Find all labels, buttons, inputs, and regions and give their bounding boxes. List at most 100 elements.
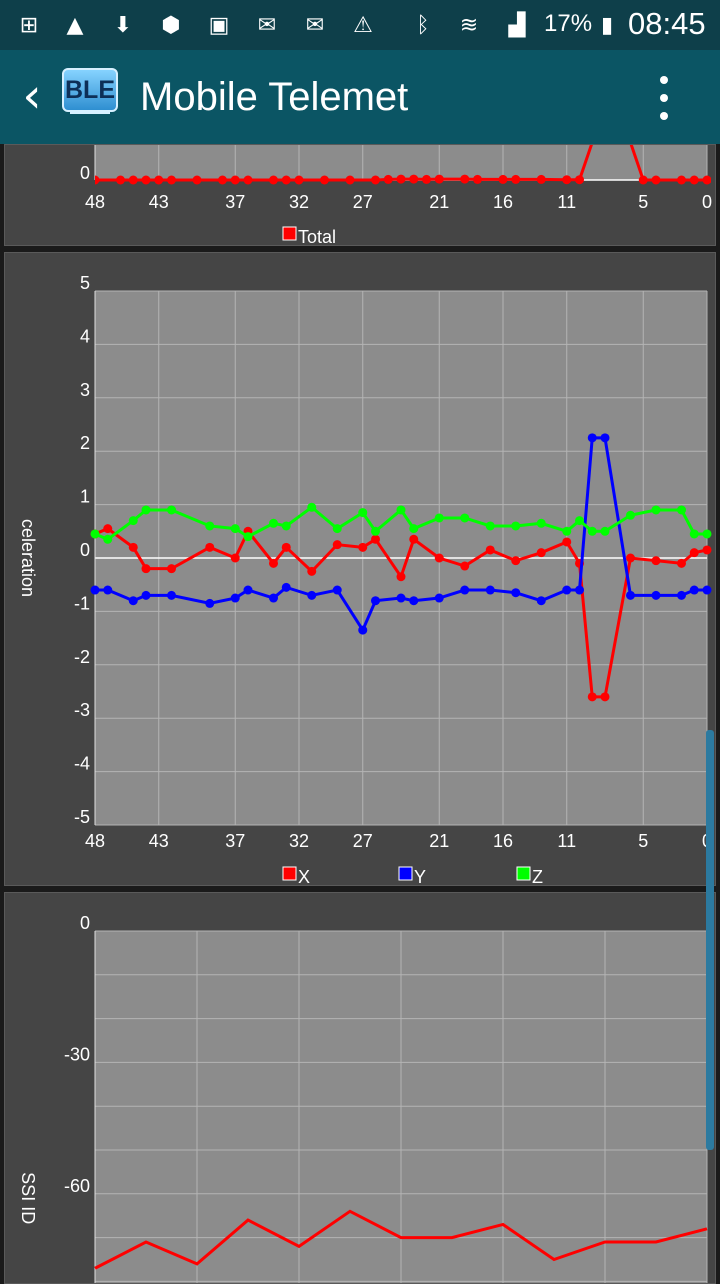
z-point xyxy=(396,505,406,515)
x-tick-label: 5 xyxy=(638,831,648,851)
total-point xyxy=(243,175,253,185)
total-point xyxy=(192,175,202,185)
total-point xyxy=(396,174,406,184)
x-tick-label: 16 xyxy=(493,192,513,212)
y-tick-label: -5 xyxy=(74,807,90,827)
z-point xyxy=(460,513,470,523)
x-tick-label: 16 xyxy=(493,831,513,851)
overflow-menu-button[interactable] xyxy=(642,68,686,128)
x-point xyxy=(434,553,444,563)
z-series-line xyxy=(94,505,707,542)
warning-icon: ⚠ xyxy=(353,12,373,38)
battery-percent: 17% xyxy=(544,10,593,37)
total-point xyxy=(218,175,227,185)
x-tick-label: 48 xyxy=(85,831,105,851)
total-point xyxy=(422,174,431,184)
z-point xyxy=(281,521,291,531)
z-point xyxy=(269,518,278,528)
y-point xyxy=(103,585,113,595)
z-point xyxy=(587,526,597,536)
z-point xyxy=(332,524,342,534)
y-point xyxy=(702,585,712,595)
total-point xyxy=(320,175,329,185)
mail-open-icon: ✉ xyxy=(305,12,325,38)
x-tick-label: 32 xyxy=(289,192,309,212)
y-tick-label: -30 xyxy=(64,1044,90,1064)
y-point xyxy=(600,433,610,443)
x-point xyxy=(230,553,240,563)
y-tick-label: -1 xyxy=(74,593,90,613)
y-point xyxy=(141,590,151,600)
x-tick-label: 11 xyxy=(557,192,576,212)
x-point xyxy=(536,548,546,558)
z-point xyxy=(167,505,176,515)
x-point xyxy=(307,566,317,576)
legend-swatch-total xyxy=(282,226,297,241)
scrollbar[interactable] xyxy=(706,730,714,1150)
acceleration-chart-panel: 543210-1-2-3-4-5484337322721161150celera… xyxy=(4,252,716,886)
acceleration-chart: 543210-1-2-3-4-5484337322721161150celera… xyxy=(18,273,712,886)
y-point xyxy=(307,590,317,600)
y-point xyxy=(358,625,368,635)
total-point xyxy=(511,174,521,184)
y-point xyxy=(205,598,215,608)
z-point xyxy=(128,516,138,526)
rssi-series-line xyxy=(94,1209,708,1270)
x-point xyxy=(600,692,610,702)
y-series-line xyxy=(95,436,707,634)
status-time: 08:45 xyxy=(628,6,706,41)
back-button[interactable]: ‹ xyxy=(22,68,42,124)
y-point xyxy=(243,585,253,595)
x-point xyxy=(269,558,278,568)
total-point xyxy=(562,175,572,185)
legend-label-z: Z xyxy=(532,867,543,886)
total-point xyxy=(689,175,699,185)
legend-swatch-x xyxy=(282,866,297,881)
total-point xyxy=(575,175,584,185)
x-point xyxy=(485,545,495,555)
y-point xyxy=(409,596,419,606)
total-point xyxy=(460,174,470,184)
y-point xyxy=(689,585,699,595)
total-point xyxy=(383,174,393,184)
total-point xyxy=(638,175,648,185)
y-point xyxy=(587,433,597,443)
x-point xyxy=(128,542,138,552)
x-tick-label: 5 xyxy=(638,192,648,212)
x-tick-label: 43 xyxy=(149,831,169,851)
z-point xyxy=(626,510,635,520)
total-point xyxy=(167,175,176,185)
z-point xyxy=(677,505,686,515)
y-tick-label: 0 xyxy=(80,540,90,560)
y-point xyxy=(677,590,686,600)
adblock-plus-icon: ⬢ xyxy=(161,12,181,38)
total-point xyxy=(116,175,125,185)
total-point xyxy=(677,175,686,185)
total-point xyxy=(269,175,278,185)
x-point xyxy=(651,556,661,566)
z-point xyxy=(562,526,572,536)
y-tick-label: -60 xyxy=(64,1176,90,1196)
y-point xyxy=(281,582,291,592)
y-tick-label: 4 xyxy=(80,326,90,346)
total-point xyxy=(281,175,291,185)
status-bar: ⊞ ▲ ⬇ ⬢ ▣ ✉ ✉ ⚠ ᛒ ≋ ▟ 17% ▮ 08:45 xyxy=(0,0,720,50)
y-tick-label: -2 xyxy=(74,647,90,667)
legend-label-y: Y xyxy=(414,867,426,886)
x-point xyxy=(396,572,406,582)
x-point xyxy=(511,556,521,566)
x-tick-label: 43 xyxy=(149,192,169,212)
y-point xyxy=(269,593,278,603)
total-point xyxy=(498,174,508,184)
x-tick-label: 37 xyxy=(225,192,245,212)
bluetooth-icon: ᛒ xyxy=(416,12,430,38)
total-point xyxy=(702,175,711,185)
wifi-icon: ≋ xyxy=(459,12,479,38)
x-point xyxy=(677,558,686,568)
app-title: Mobile Telemet xyxy=(140,75,409,119)
x-tick-label: 48 xyxy=(85,192,105,212)
z-point xyxy=(485,521,495,531)
y-axis-label: celeration xyxy=(18,519,38,597)
total-series xyxy=(95,145,711,185)
x-point xyxy=(409,534,419,544)
